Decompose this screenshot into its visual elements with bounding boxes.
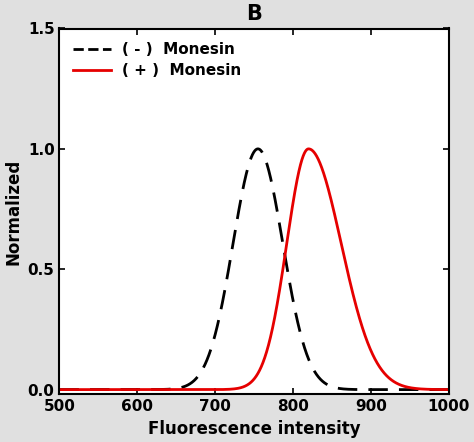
- Legend: ( - )  Monesin, ( + )  Monesin: ( - ) Monesin, ( + ) Monesin: [67, 36, 247, 84]
- ( + )  Monesin: [206, 387, 211, 392]
- ( - )  Monesin: [223, 283, 228, 289]
- ( - )  Monesin: [101, 387, 107, 392]
- Line: ( - )  Monesin: ( - ) Monesin: [59, 149, 449, 389]
- X-axis label: Fluorescence intensity: Fluorescence intensity: [148, 420, 360, 438]
- ( + )  Monesin: [446, 387, 452, 392]
- ( + )  Monesin: [101, 387, 107, 392]
- Title: B: B: [246, 4, 262, 24]
- ( - )  Monesin: [206, 353, 211, 358]
- ( + )  Monesin: [438, 387, 444, 392]
- ( - )  Monesin: [56, 387, 62, 392]
- ( - )  Monesin: [255, 146, 261, 152]
- Y-axis label: Normalized: Normalized: [4, 158, 22, 265]
- ( + )  Monesin: [396, 382, 402, 387]
- ( - )  Monesin: [438, 387, 444, 392]
- ( - )  Monesin: [396, 387, 402, 392]
- Line: ( + )  Monesin: ( + ) Monesin: [59, 149, 449, 389]
- ( + )  Monesin: [306, 146, 311, 152]
- ( - )  Monesin: [124, 387, 130, 392]
- ( + )  Monesin: [124, 387, 130, 392]
- ( + )  Monesin: [56, 387, 62, 392]
- ( - )  Monesin: [446, 387, 452, 392]
- ( + )  Monesin: [223, 387, 228, 392]
